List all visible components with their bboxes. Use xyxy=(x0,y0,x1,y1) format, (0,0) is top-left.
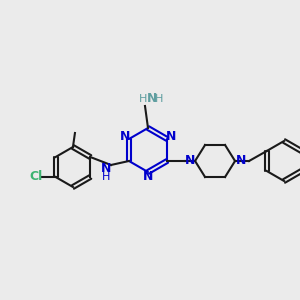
Text: N: N xyxy=(119,130,130,143)
Text: H: H xyxy=(139,94,147,104)
Text: H: H xyxy=(102,172,110,182)
Text: N: N xyxy=(143,170,153,184)
Text: Cl: Cl xyxy=(29,170,42,184)
Text: N: N xyxy=(101,161,111,175)
Text: N: N xyxy=(185,154,195,167)
Text: N: N xyxy=(166,130,177,143)
Text: N: N xyxy=(236,154,246,167)
Text: N: N xyxy=(147,92,157,106)
Text: H: H xyxy=(155,94,163,104)
